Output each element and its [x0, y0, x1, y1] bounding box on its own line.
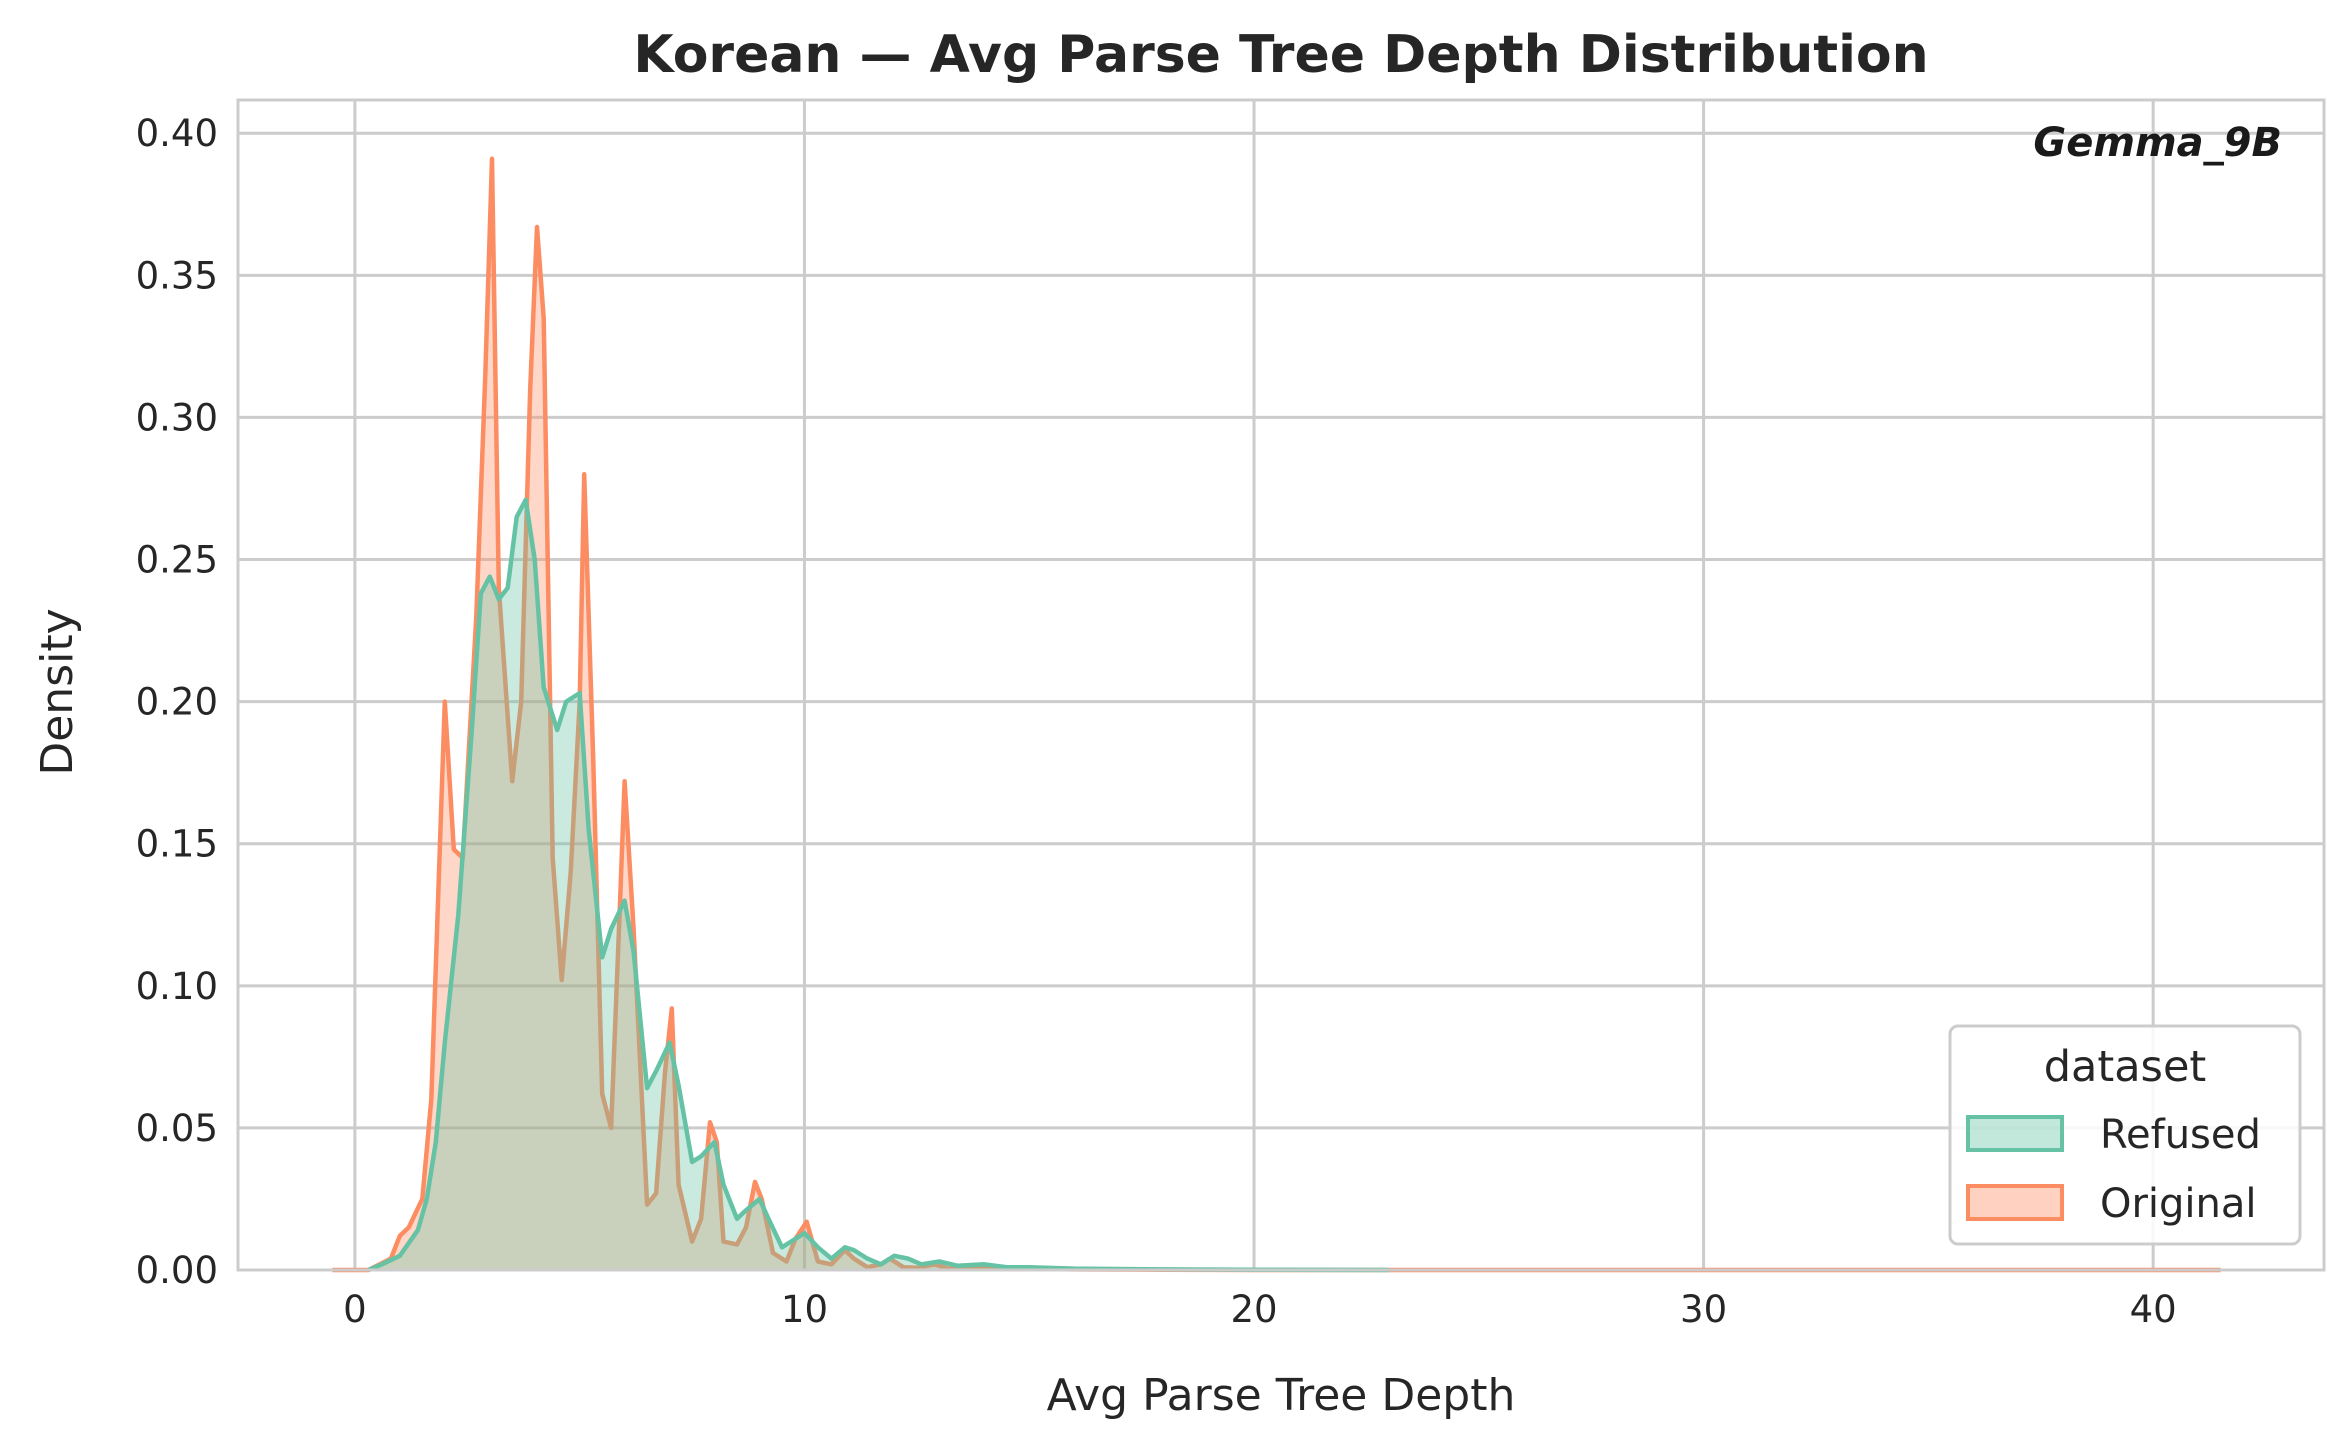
- y-tick-label: 0.40: [136, 112, 218, 155]
- y-tick-label: 0.00: [136, 1249, 218, 1292]
- y-tick-label: 0.25: [136, 539, 218, 582]
- plot-frame: [236, 98, 2326, 1272]
- legend-box: [1948, 1024, 2302, 1246]
- x-tick-label: 0: [343, 1288, 367, 1331]
- legend-label-refused: Refused: [2100, 1112, 2261, 1158]
- x-tick-label: 20: [1230, 1288, 1277, 1331]
- series-line-refused: [367, 497, 1389, 1273]
- legend-title: dataset: [2044, 1042, 2207, 1092]
- series-area-original: [332, 158, 2221, 1270]
- ticks: 0 10 20 30 40 0.00 0.05 0.10 0.15 0.20 0.25 0.30 0.3…: [136, 112, 2177, 1331]
- x-axis-label: Avg Parse Tree Depth: [1047, 1370, 1516, 1421]
- chart-title: Korean — Avg Parse Tree Depth Distributi…: [633, 25, 1928, 85]
- legend-swatch-original: [1966, 1184, 2064, 1221]
- legend-label-original: Original: [2100, 1181, 2257, 1227]
- y-tick-label: 0.30: [136, 396, 218, 439]
- y-tick-label: 0.35: [136, 254, 218, 297]
- x-tick-label: 10: [781, 1288, 828, 1331]
- series-layer: [332, 156, 2221, 1273]
- x-tick-label: 40: [2130, 1288, 2177, 1331]
- legend: dataset Refused Original: [1948, 1024, 2302, 1246]
- model-annotation: Gemma_9B: [2033, 120, 2282, 166]
- series-area-refused: [368, 499, 1389, 1270]
- series-line-original: [332, 156, 2221, 1273]
- legend-swatch-refused: [1966, 1115, 2064, 1152]
- y-tick-label: 0.10: [136, 965, 218, 1008]
- y-tick-label: 0.15: [136, 823, 218, 866]
- y-tick-label: 0.05: [136, 1107, 218, 1150]
- y-axis-label: Density: [32, 608, 83, 775]
- x-tick-label: 30: [1680, 1288, 1727, 1331]
- y-tick-label: 0.20: [136, 681, 218, 724]
